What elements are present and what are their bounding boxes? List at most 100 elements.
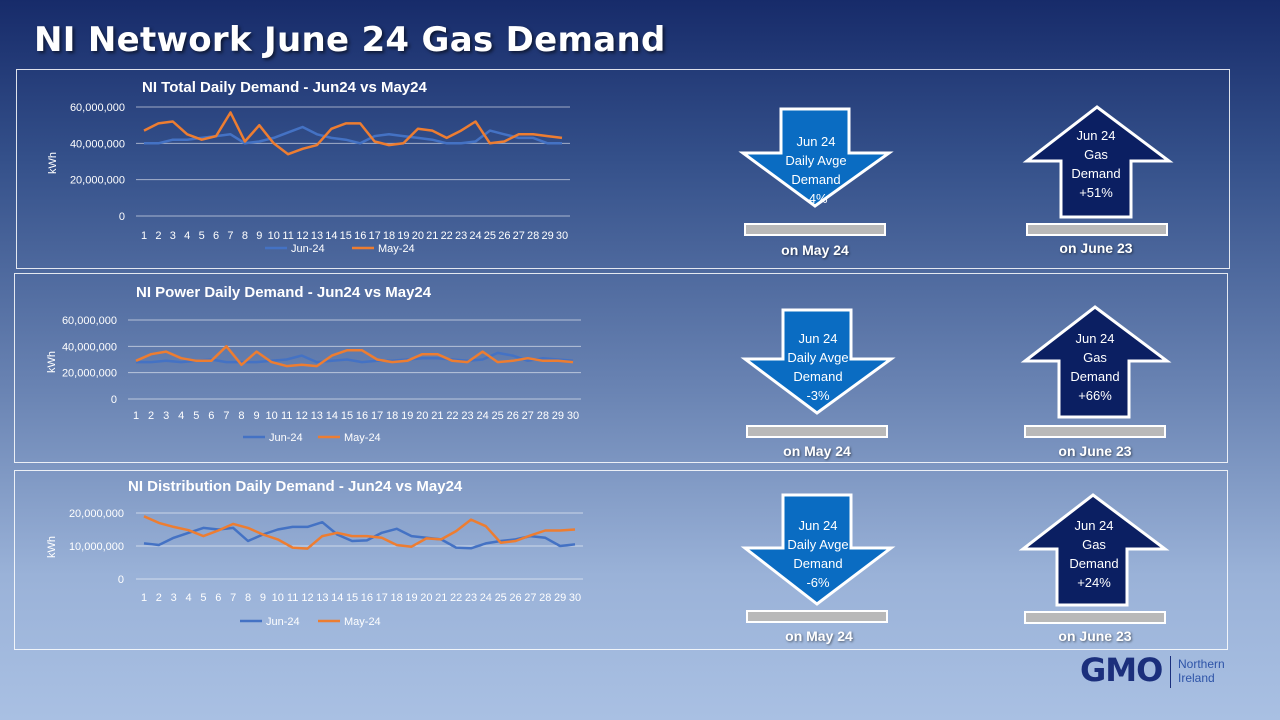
- x-tick-label: 25: [492, 410, 504, 422]
- x-tick-label: 4: [178, 410, 184, 422]
- y-tick-label: 0: [118, 574, 124, 586]
- x-tick-label: 18: [386, 410, 398, 422]
- x-tick-label: 11: [282, 230, 293, 242]
- x-tick-label: 2: [148, 410, 154, 422]
- y-tick-label: 20,000,000: [62, 368, 117, 380]
- x-tick-label: 29: [541, 230, 553, 242]
- x-tick-label: 21: [431, 410, 443, 422]
- x-tick-label: 27: [513, 230, 525, 242]
- indicator-bar-distribution-may: [746, 610, 888, 623]
- y-tick-label: 40,000,000: [70, 138, 125, 150]
- x-tick-label: 22: [441, 230, 453, 242]
- x-tick-label: 22: [450, 592, 462, 604]
- x-tick-label: 14: [326, 410, 338, 422]
- x-tick-label: 17: [376, 592, 388, 604]
- chart-title-power: NI Power Daily Demand - Jun24 vs May24: [136, 284, 432, 301]
- x-tick-label: 12: [296, 410, 308, 422]
- x-tick-label: 17: [371, 410, 383, 422]
- total-demand-panel: [16, 69, 1230, 269]
- x-tick-label: 23: [461, 410, 473, 422]
- y-tick-label: 10,000,000: [69, 541, 124, 553]
- x-tick-label: 6: [208, 410, 214, 422]
- series-line-may-24: [135, 345, 574, 368]
- up-arrow-total: [1022, 105, 1174, 219]
- indicator-label-distribution-june: Jun 24 Gas Demand +24%: [1069, 518, 1119, 590]
- x-tick-label: 27: [524, 592, 536, 604]
- x-tick-label: 26: [509, 592, 521, 604]
- y-tick-label: 0: [111, 394, 117, 406]
- x-tick-label: 9: [256, 230, 262, 242]
- x-tick-label: 30: [556, 230, 568, 242]
- page-title: NI Network June 24 Gas Demand: [34, 20, 666, 60]
- x-tick-label: 23: [455, 230, 467, 242]
- y-tick-label: 0: [119, 211, 125, 223]
- x-tick-label: 18: [383, 230, 395, 242]
- x-tick-label: 27: [522, 410, 534, 422]
- x-tick-label: 23: [465, 592, 477, 604]
- x-tick-label: 5: [199, 230, 205, 242]
- x-tick-label: 2: [156, 592, 162, 604]
- x-tick-label: 12: [296, 230, 308, 242]
- distribution-demand-panel: [14, 470, 1228, 650]
- x-tick-label: 20: [420, 592, 432, 604]
- x-tick-label: 20: [412, 230, 424, 242]
- x-tick-label: 11: [287, 592, 298, 604]
- indicator-label-power-june: Jun 24 Gas Demand +66%: [1070, 331, 1120, 403]
- x-tick-label: 5: [200, 592, 206, 604]
- x-tick-label: 11: [281, 410, 292, 422]
- x-tick-label: 13: [311, 230, 323, 242]
- x-tick-label: 24: [476, 410, 488, 422]
- chart-title-distribution: NI Distribution Daily Demand - Jun24 vs …: [128, 478, 463, 495]
- x-tick-label: 28: [537, 410, 549, 422]
- x-tick-label: 13: [311, 410, 323, 422]
- gmo-logo: GMO Northern Ireland: [1080, 650, 1250, 694]
- indicator-caption-total-june: on June 23: [1059, 240, 1133, 256]
- x-tick-label: 14: [325, 230, 337, 242]
- x-tick-label: 7: [230, 592, 236, 604]
- x-tick-label: 3: [163, 410, 169, 422]
- x-tick-label: 19: [405, 592, 417, 604]
- x-tick-label: 21: [426, 230, 438, 242]
- x-tick-label: 10: [265, 410, 277, 422]
- x-tick-label: 16: [361, 592, 373, 604]
- x-tick-label: 15: [341, 410, 353, 422]
- x-tick-label: 3: [170, 230, 176, 242]
- y-tick-label: 60,000,000: [70, 102, 125, 114]
- down-arrow-power: [740, 308, 896, 415]
- y-axis-label: kWh: [47, 152, 59, 174]
- x-tick-label: 4: [186, 592, 192, 604]
- indicator-label-power-may: Jun 24 Daily Avge Demand -3%: [787, 331, 849, 403]
- x-tick-label: 1: [133, 410, 139, 422]
- indicator-label-distribution-may: Jun 24 Daily Avge Demand -6%: [787, 518, 849, 590]
- x-tick-label: 7: [227, 230, 233, 242]
- series-line-may-24: [143, 515, 576, 550]
- x-tick-label: 26: [507, 410, 519, 422]
- logo-subtitle: Northern Ireland: [1178, 657, 1225, 685]
- x-tick-label: 10: [268, 230, 280, 242]
- x-tick-label: 17: [368, 230, 380, 242]
- x-tick-label: 14: [331, 592, 343, 604]
- logo-wordmark: GMO: [1080, 651, 1163, 689]
- x-tick-label: 15: [340, 230, 352, 242]
- indicator-caption-power-june: on June 23: [1058, 443, 1132, 459]
- x-tick-label: 1: [141, 592, 147, 604]
- indicator-bar-total-june: [1026, 223, 1168, 236]
- x-tick-label: 13: [316, 592, 328, 604]
- x-tick-label: 18: [391, 592, 403, 604]
- x-tick-label: 25: [484, 230, 496, 242]
- x-tick-label: 28: [527, 230, 539, 242]
- x-tick-label: 26: [498, 230, 510, 242]
- logo-divider: [1170, 656, 1171, 688]
- y-tick-label: 40,000,000: [62, 341, 117, 353]
- x-tick-label: 7: [223, 410, 229, 422]
- x-tick-label: 24: [469, 230, 481, 242]
- x-tick-label: 4: [184, 230, 190, 242]
- x-tick-label: 12: [301, 592, 313, 604]
- indicator-caption-power-may: on May 24: [783, 443, 851, 459]
- x-tick-label: 10: [272, 592, 284, 604]
- x-tick-label: 29: [552, 410, 564, 422]
- legend-label: Jun-24: [291, 243, 325, 255]
- x-tick-label: 2: [155, 230, 161, 242]
- series-line-jun-24: [143, 520, 576, 550]
- x-tick-label: 3: [171, 592, 177, 604]
